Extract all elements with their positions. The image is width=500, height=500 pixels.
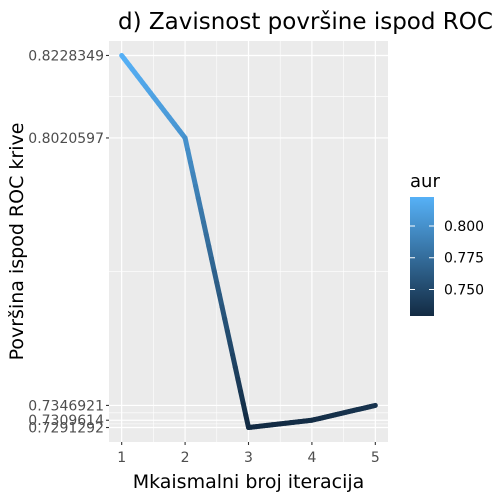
x-tick-label: 1	[117, 450, 126, 466]
x-tick-label: 5	[371, 450, 380, 466]
x-tick-label: 2	[181, 450, 190, 466]
y-tick-label: 0.8020597	[28, 131, 104, 147]
legend-title: aur	[410, 171, 440, 192]
series-line	[119, 52, 378, 431]
y-tick-label: 0.7291292	[28, 421, 104, 437]
x-axis-title: Mkaismalni broj iteracija	[133, 471, 365, 493]
y-tick-label: 0.8228349	[28, 48, 104, 64]
legend-colorbar	[410, 197, 434, 316]
legend-tick-label: 0.750	[444, 282, 484, 298]
legend-tick-label: 0.800	[444, 219, 484, 235]
color-legend: aur 0.750 0.775 0.800	[410, 171, 484, 316]
y-tick-label: 0.7346921	[28, 398, 104, 414]
y-axis-title: Površina ispod ROC krive	[6, 123, 28, 361]
x-axis-ticks: 1 2 3 4 5	[117, 442, 380, 466]
chart-title: d) Zavisnost površine ispod ROC krive	[118, 9, 500, 35]
legend-tick-label: 0.775	[444, 251, 484, 267]
x-tick-label: 3	[244, 450, 253, 466]
y-tick-label: 0.7309614	[28, 413, 104, 429]
series-segment	[370, 402, 378, 409]
x-tick-label: 4	[307, 450, 316, 466]
legend-ticks: 0.750 0.775 0.800	[410, 219, 484, 298]
